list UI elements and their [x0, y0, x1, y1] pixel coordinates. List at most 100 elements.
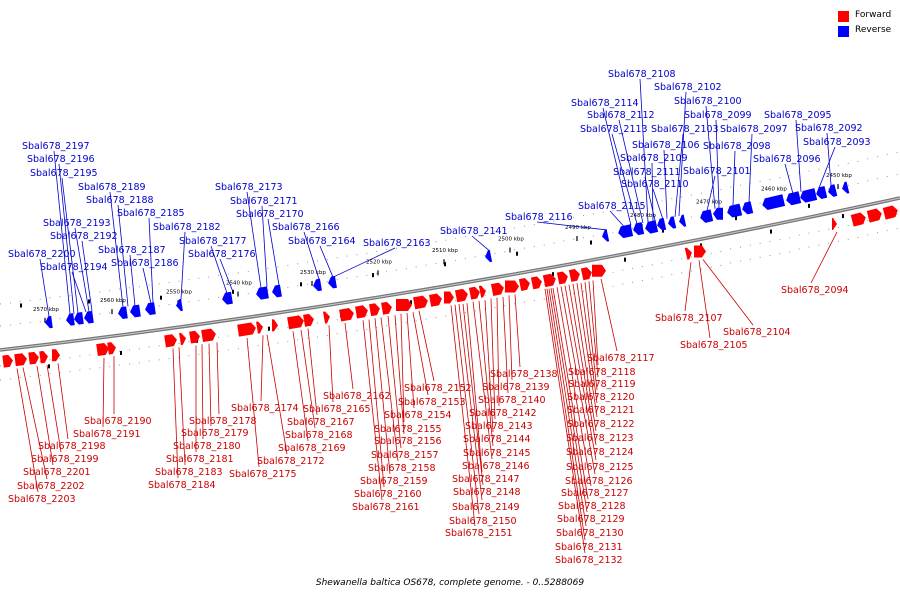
reverse-gene-label: Sbal678_2182 [153, 222, 221, 233]
track-marker [268, 326, 270, 331]
forward-gene-label: Sbal678_2094 [781, 285, 849, 296]
scale-tick-label: 2570 kbp [33, 307, 59, 313]
forward-gene-arrow [164, 334, 177, 348]
reverse-gene-arrow [713, 207, 723, 220]
forward-gene-arrow [107, 342, 116, 355]
forward-gene-arrow [237, 322, 256, 337]
forward-gene-label: Sbal678_2151 [445, 528, 513, 539]
leader-line [300, 329, 316, 429]
forward-gene-label: Sbal678_2144 [463, 434, 531, 445]
reverse-gene-label: Sbal678_2103 [651, 124, 719, 135]
leader-line [71, 271, 87, 313]
leader-line [490, 298, 496, 420]
leader-line [454, 304, 480, 515]
leader-line [784, 163, 794, 194]
leader-line [412, 312, 429, 396]
forward-gene-arrow [396, 298, 412, 311]
forward-gene-arrow [339, 307, 354, 322]
forward-gene-label: Sbal678_2154 [384, 410, 452, 421]
forward-gene-label: Sbal678_2172 [257, 456, 325, 467]
reverse-gene-label: Sbal678_2101 [683, 166, 751, 177]
reverse-gene-label: Sbal678_2111 [613, 167, 681, 178]
reverse-gene-arrow [485, 250, 493, 263]
forward-gene-label: Sbal678_2175 [229, 469, 297, 480]
reverse-gene-arrow [786, 191, 802, 206]
forward-gene-label: Sbal678_2201 [23, 467, 91, 478]
forward-gene-arrow [478, 285, 486, 298]
reverse-gene-arrow [645, 220, 659, 234]
leader-line [552, 287, 589, 500]
leader-line [548, 288, 587, 527]
forward-gene-label: Sbal678_2153 [398, 397, 466, 408]
reverse-gene-label: Sbal678_2112 [587, 110, 655, 121]
reverse-gene-label: Sbal678_2116 [505, 212, 573, 223]
leader-line [592, 280, 599, 366]
forward-gene-arrow [882, 205, 898, 220]
forward-gene-label: Sbal678_2162 [323, 391, 391, 402]
forward-gene-arrow [444, 291, 454, 304]
forward-gene-arrow [52, 349, 60, 362]
reverse-gene-label: Sbal678_2102 [654, 82, 722, 93]
reverse-gene-label: Sbal678_2187 [98, 245, 166, 256]
leader-line [584, 282, 598, 391]
leader-line [58, 163, 75, 314]
leader-line [246, 337, 260, 468]
forward-gene-label: Sbal678_2191 [73, 429, 141, 440]
reverse-gene-label: Sbal678_2093 [803, 137, 871, 148]
forward-gene-label: Sbal678_2158 [368, 463, 436, 474]
label-leader-lines [16, 78, 838, 554]
reverse-gene-arrow [633, 222, 645, 236]
reverse-gene-arrow [800, 188, 818, 203]
forward-gene-label: Sbal678_2174 [231, 403, 299, 414]
forward-swatch [838, 11, 849, 22]
scale-tick-label: 2530 kbp [300, 270, 326, 276]
track-marker [516, 251, 518, 256]
reverse-gene-label: Sbal678_2095 [764, 110, 832, 121]
forward-gene-label: Sbal678_2149 [452, 502, 520, 513]
gene-arrows [2, 181, 898, 368]
leader-line [16, 368, 39, 493]
leader-line [572, 283, 597, 432]
leader-line [368, 319, 385, 488]
leader-line [602, 107, 632, 226]
reverse-gene-label: Sbal678_2100 [674, 96, 742, 107]
leader-line [674, 133, 684, 217]
reverse-gene-arrow [742, 201, 754, 215]
scale-tick-label: 2450 kbp [826, 173, 852, 179]
leader-line [564, 285, 597, 461]
leader-line [344, 323, 354, 390]
leader-line [748, 133, 753, 203]
forward-gene-label: Sbal678_2152 [404, 383, 472, 394]
leader-line [588, 281, 599, 378]
leader-line [502, 296, 509, 394]
forward-gene-label: Sbal678_2161 [352, 502, 420, 513]
leader-line [74, 227, 90, 312]
leader-line [394, 315, 405, 435]
leader-line [818, 146, 836, 189]
leader-line [39, 258, 50, 317]
forward-gene-label: Sbal678_2139 [482, 382, 550, 393]
forward-gene-label: Sbal678_2155 [374, 424, 442, 435]
reverse-gene-arrow [842, 181, 850, 194]
reverse-gene-arrow [66, 313, 75, 326]
leader-line [148, 217, 154, 303]
leader-line [544, 288, 586, 554]
reverse-gene-arrow [618, 224, 634, 239]
forward-gene-label: Sbal678_2178 [189, 416, 257, 427]
forward-gene-label: Sbal678_2121 [567, 405, 635, 416]
scale-tick-label: 2540 kbp [226, 281, 252, 287]
forward-gene-label: Sbal678_2130 [556, 528, 624, 539]
leader-line [362, 320, 383, 501]
track-marker [590, 240, 592, 245]
reverse-gene-arrow [828, 184, 838, 197]
forward-gene-label: Sbal678_2104 [723, 327, 791, 338]
reverse-gene-arrow [84, 310, 94, 324]
leader-line [180, 231, 186, 300]
leader-line [496, 297, 500, 407]
reverse-gene-label: Sbal678_2166 [272, 222, 340, 233]
track-forward-upper [0, 213, 900, 367]
reverse-gene-label: Sbal678_2113 [580, 124, 648, 135]
forward-gene-label: Sbal678_2190 [84, 416, 152, 427]
leader-line [706, 175, 716, 211]
